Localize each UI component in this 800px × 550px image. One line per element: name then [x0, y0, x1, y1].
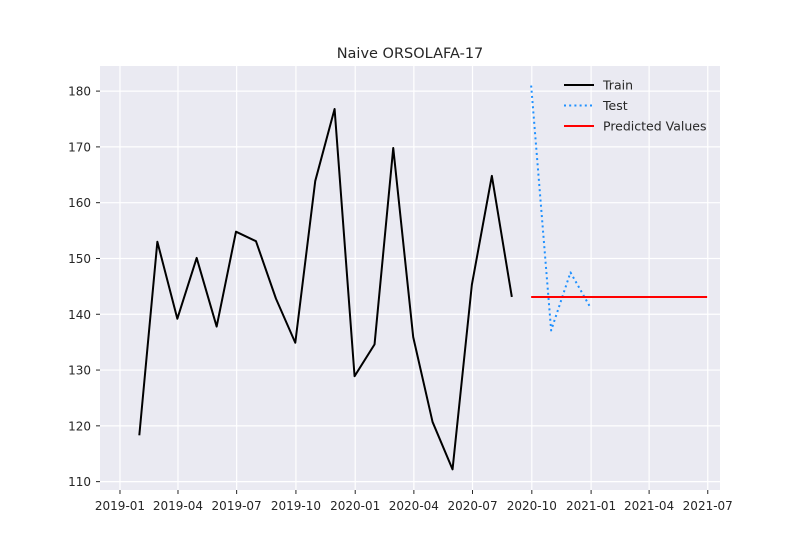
x-tick-label: 2019-07: [212, 499, 262, 513]
legend: Train Test Predicted Values: [564, 78, 707, 134]
chart-title: Naive ORSOLAFA-17: [337, 46, 484, 62]
x-tick-label: 2019-04: [153, 499, 203, 513]
x-axis-ticks: 2019-01 2019-04 2019-07 2019-10 2020-01 2020-…: [95, 490, 733, 513]
y-axis-ticks: 110 120 130 140 150 160 170 180: [68, 85, 100, 489]
x-tick-label: 2020-04: [389, 499, 439, 513]
x-tick-label: 2020-10: [507, 499, 557, 513]
series-line-test: [530, 85, 592, 332]
y-tick-label: 110: [68, 475, 91, 489]
x-tick-label: 2020-01: [330, 499, 380, 513]
y-tick-label: 140: [68, 308, 91, 322]
y-tick-label: 160: [68, 196, 91, 210]
y-tick-label: 130: [68, 364, 91, 378]
x-tick-label: 2021-07: [683, 499, 733, 513]
legend-label-predicted-values: Predicted Values: [603, 119, 707, 134]
y-tick-label: 170: [68, 140, 91, 154]
series-line-train: [138, 107, 513, 471]
x-tick-label: 2021-01: [566, 499, 616, 513]
y-tick-label: 180: [68, 85, 91, 99]
x-tick-label: 2019-10: [271, 499, 321, 513]
legend-label-train: Train: [602, 78, 633, 93]
x-tick-label: 2019-01: [95, 499, 145, 513]
legend-label-test: Test: [602, 98, 628, 113]
y-tick-label: 150: [68, 252, 91, 266]
x-tick-label: 2020-07: [447, 499, 497, 513]
y-tick-label: 120: [68, 419, 91, 433]
x-tick-label: 2021-04: [624, 499, 674, 513]
series-group: [138, 85, 708, 471]
